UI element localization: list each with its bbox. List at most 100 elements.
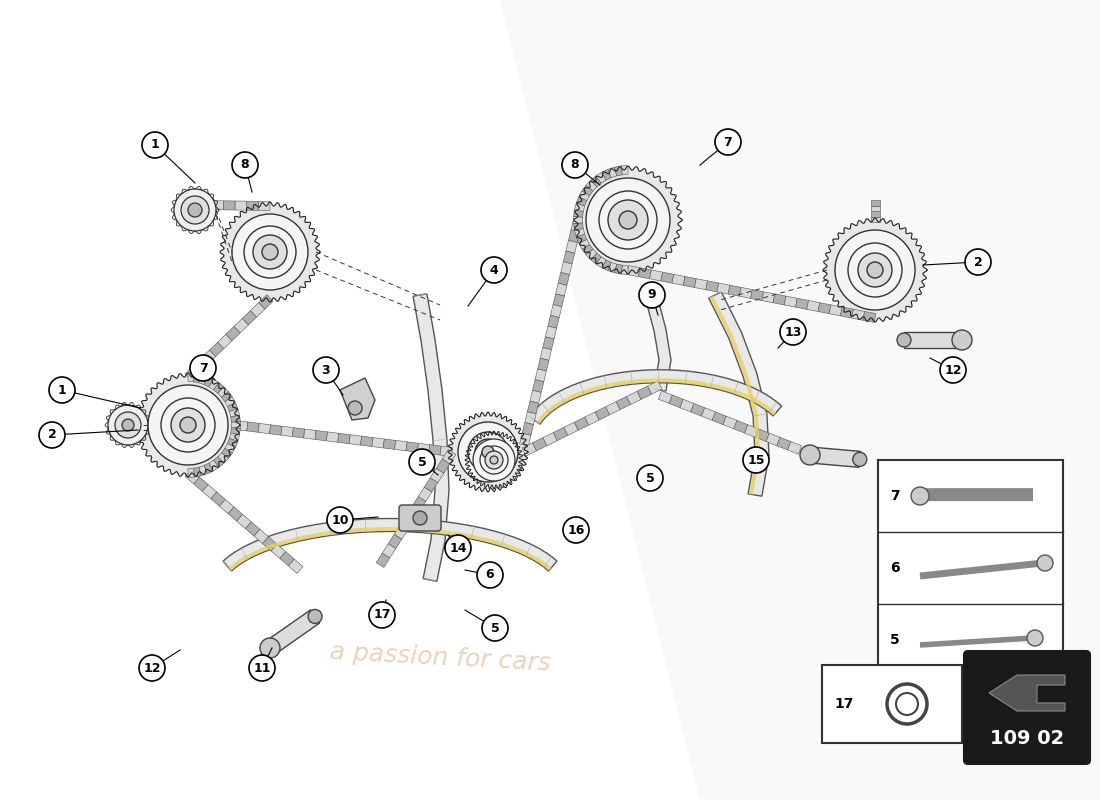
Text: 4: 4 (490, 263, 498, 277)
Polygon shape (558, 273, 570, 286)
FancyBboxPatch shape (964, 651, 1090, 764)
Polygon shape (231, 415, 241, 422)
Polygon shape (263, 537, 277, 551)
Circle shape (188, 203, 202, 217)
Text: 1: 1 (151, 138, 160, 151)
Polygon shape (525, 412, 536, 425)
Circle shape (608, 200, 648, 240)
Polygon shape (211, 492, 226, 506)
Text: 6: 6 (486, 569, 494, 582)
Polygon shape (400, 515, 414, 530)
Polygon shape (293, 428, 305, 438)
Polygon shape (465, 431, 522, 489)
Polygon shape (616, 397, 630, 410)
Circle shape (742, 447, 769, 473)
Polygon shape (561, 262, 572, 274)
Polygon shape (739, 287, 752, 298)
Text: 17: 17 (834, 697, 854, 711)
Polygon shape (185, 366, 199, 380)
Circle shape (122, 419, 134, 431)
Polygon shape (522, 443, 537, 456)
Polygon shape (648, 381, 662, 394)
Polygon shape (553, 427, 568, 441)
Polygon shape (870, 211, 880, 217)
Text: 14: 14 (449, 542, 466, 554)
Polygon shape (532, 380, 543, 393)
Polygon shape (870, 206, 880, 211)
Polygon shape (550, 305, 562, 318)
Circle shape (409, 449, 434, 475)
Polygon shape (586, 180, 597, 191)
Polygon shape (669, 395, 683, 408)
Polygon shape (194, 373, 201, 383)
Polygon shape (602, 260, 612, 270)
Polygon shape (627, 266, 640, 277)
Polygon shape (862, 311, 876, 322)
Polygon shape (989, 675, 1065, 711)
Circle shape (619, 211, 637, 229)
FancyBboxPatch shape (399, 505, 441, 531)
Polygon shape (543, 433, 558, 446)
Polygon shape (574, 229, 585, 237)
Polygon shape (563, 251, 574, 264)
Polygon shape (608, 167, 617, 178)
Circle shape (262, 244, 278, 260)
Polygon shape (717, 283, 730, 294)
Polygon shape (573, 223, 583, 230)
Polygon shape (218, 453, 229, 463)
Polygon shape (553, 294, 564, 306)
Polygon shape (382, 544, 396, 558)
Circle shape (249, 655, 275, 681)
Polygon shape (621, 265, 628, 274)
Polygon shape (270, 425, 282, 435)
Polygon shape (372, 438, 384, 448)
Polygon shape (777, 438, 791, 450)
Polygon shape (201, 350, 216, 365)
Polygon shape (818, 302, 830, 314)
Polygon shape (383, 439, 396, 450)
Polygon shape (529, 370, 782, 424)
Text: 1: 1 (57, 383, 66, 397)
Text: 7: 7 (724, 135, 733, 149)
Polygon shape (223, 518, 557, 571)
Polygon shape (823, 218, 927, 322)
Polygon shape (245, 522, 260, 536)
Polygon shape (349, 434, 362, 445)
Polygon shape (440, 446, 452, 457)
Polygon shape (242, 310, 256, 325)
Circle shape (174, 189, 216, 231)
Circle shape (639, 282, 665, 308)
Polygon shape (288, 559, 302, 574)
Polygon shape (136, 373, 240, 477)
Polygon shape (236, 514, 251, 529)
Circle shape (940, 357, 966, 383)
Text: 16: 16 (568, 523, 585, 537)
Circle shape (190, 355, 216, 381)
Polygon shape (228, 507, 243, 521)
Polygon shape (272, 544, 286, 558)
Circle shape (142, 132, 168, 158)
Polygon shape (870, 217, 880, 222)
Bar (822, 665, 962, 743)
Polygon shape (223, 201, 235, 210)
Circle shape (715, 129, 741, 155)
Text: a passion for cars: a passion for cars (329, 640, 551, 676)
Polygon shape (228, 402, 238, 411)
Polygon shape (694, 278, 707, 290)
Circle shape (244, 226, 296, 278)
Polygon shape (582, 244, 593, 254)
Text: 8: 8 (241, 158, 250, 171)
Polygon shape (596, 172, 606, 183)
Polygon shape (710, 296, 760, 494)
Circle shape (116, 412, 141, 438)
Polygon shape (204, 463, 213, 474)
Polygon shape (437, 459, 450, 474)
Polygon shape (230, 409, 240, 417)
Polygon shape (228, 438, 238, 447)
Polygon shape (702, 408, 715, 420)
Polygon shape (579, 239, 590, 250)
Polygon shape (406, 506, 420, 520)
Polygon shape (209, 342, 224, 357)
Text: 7: 7 (199, 362, 208, 374)
Text: 15: 15 (747, 454, 764, 466)
